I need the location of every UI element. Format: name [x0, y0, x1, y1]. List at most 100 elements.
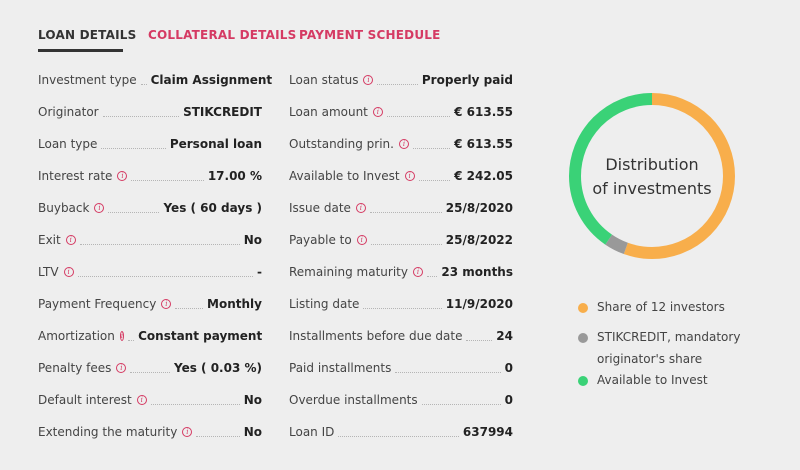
info-icon[interactable]: i	[65, 235, 76, 245]
detail-value: No	[243, 233, 262, 247]
legend-label-line2: originator's share	[597, 352, 703, 366]
info-icon[interactable]: i	[136, 395, 147, 405]
detail-value: 637994	[462, 425, 513, 439]
detail-value: 11/9/2020	[445, 297, 513, 311]
detail-label: Loan ID	[289, 425, 335, 439]
detail-value: 25/8/2020	[445, 201, 513, 215]
distribution-title: Distribution of investments	[566, 153, 738, 201]
detail-label: Originator	[38, 105, 99, 119]
info-icon[interactable]: i	[63, 267, 74, 277]
detail-row-amortization: Amortization i Constant payment	[38, 320, 262, 352]
detail-row-buyback: Buyback i Yes ( 60 days )	[38, 192, 262, 224]
detail-label: Paid installments	[289, 361, 392, 375]
dotted-leader	[128, 339, 135, 341]
info-icon[interactable]: i	[356, 235, 367, 245]
detail-value: Yes ( 0.03 %)	[173, 361, 262, 375]
dotted-leader	[150, 403, 240, 405]
detail-row-outstanding-prin: Outstanding prin. i € 613.55	[289, 128, 513, 160]
detail-label: Overdue installments	[289, 393, 418, 407]
detail-value: STIKCREDIT	[183, 105, 262, 119]
detail-value: Constant payment	[138, 329, 263, 343]
dotted-leader	[412, 147, 451, 149]
detail-label: Exit	[38, 233, 61, 247]
info-icon[interactable]: i	[161, 299, 172, 309]
distribution-donut-chart	[569, 93, 735, 259]
detail-row-payment-frequency: Payment Frequency i Monthly	[38, 288, 262, 320]
info-icon[interactable]: i	[363, 75, 374, 85]
info-icon[interactable]: i	[116, 363, 127, 373]
detail-row-overdue-installments: Overdue installments 0	[289, 384, 513, 416]
dotted-leader	[175, 307, 204, 309]
info-icon[interactable]: i	[117, 171, 128, 181]
dotted-leader	[131, 179, 204, 181]
tab-loan-details[interactable]: LOAN DETAILS	[38, 28, 137, 42]
info-icon[interactable]: i	[398, 139, 409, 149]
dotted-leader	[466, 339, 493, 341]
detail-value: Personal loan	[169, 137, 262, 151]
detail-label: Listing date	[289, 297, 360, 311]
distribution-title-line2: of investments	[592, 179, 712, 198]
legend-label: Available to Invest	[597, 373, 708, 387]
detail-row-default-interest: Default interest i No	[38, 384, 262, 416]
detail-row-listing-date: Listing date 11/9/2020	[289, 288, 513, 320]
detail-label: Investment type	[38, 73, 137, 87]
legend-label: Share of 12 investors	[597, 300, 725, 314]
dotted-leader	[377, 83, 418, 85]
detail-value: € 242.05	[454, 169, 513, 183]
detail-row-loan-id: Loan ID 637994	[289, 416, 513, 448]
dotted-leader	[421, 403, 501, 405]
detail-value: No	[243, 393, 262, 407]
detail-row-originator: Originator STIKCREDIT	[38, 96, 262, 128]
detail-label: Penalty fees	[38, 361, 112, 375]
dotted-leader	[79, 243, 240, 245]
info-icon[interactable]: i	[412, 267, 423, 277]
detail-value: 17.00 %	[207, 169, 262, 183]
detail-label: Payable to	[289, 233, 352, 247]
loan-details-right-column: Loan status i Properly paid Loan amount i € 6…	[289, 64, 513, 448]
info-icon[interactable]: i	[372, 107, 383, 117]
detail-row-interest-rate: Interest rate i 17.00 %	[38, 160, 262, 192]
detail-value: Properly paid	[421, 73, 513, 87]
dotted-leader	[140, 83, 147, 85]
dotted-leader	[363, 307, 442, 309]
detail-row-payable-to: Payable to i 25/8/2022	[289, 224, 513, 256]
detail-row-loan-amount: Loan amount i € 613.55	[289, 96, 513, 128]
info-icon[interactable]: i	[182, 427, 193, 437]
detail-row-investment-type: Investment type Claim Assignment	[38, 64, 272, 96]
legend-color-dot	[578, 333, 588, 343]
detail-label: Default interest	[38, 393, 132, 407]
info-icon[interactable]: i	[119, 331, 125, 341]
detail-label: Buyback	[38, 201, 90, 215]
dotted-leader	[102, 115, 180, 117]
detail-value: Claim Assignment	[150, 73, 273, 87]
detail-label: Outstanding prin.	[289, 137, 394, 151]
detail-value: 24	[496, 329, 513, 343]
dotted-leader	[338, 435, 459, 437]
detail-value: Monthly	[207, 297, 262, 311]
donut-segment-available-to-invest	[569, 93, 735, 259]
detail-row-issue-date: Issue date i 25/8/2020	[289, 192, 513, 224]
detail-label: Payment Frequency	[38, 297, 157, 311]
detail-value: Yes ( 60 days )	[163, 201, 262, 215]
detail-label: Extending the maturity	[38, 425, 178, 439]
detail-value: 23 months	[441, 265, 513, 279]
info-icon[interactable]: i	[355, 203, 366, 213]
info-icon[interactable]: i	[94, 203, 105, 213]
detail-label: Loan status	[289, 73, 359, 87]
dotted-leader	[101, 147, 166, 149]
legend-color-dot	[578, 303, 588, 313]
legend-color-dot	[578, 376, 588, 386]
dotted-leader	[386, 115, 451, 117]
tab-payment-schedule[interactable]: PAYMENT SCHEDULE	[299, 28, 441, 42]
detail-label: LTV	[38, 265, 59, 279]
detail-label: Amortization	[38, 329, 115, 343]
detail-label: Installments before due date	[289, 329, 463, 343]
dotted-leader	[418, 179, 451, 181]
detail-row-ltv: LTV i -	[38, 256, 262, 288]
dotted-leader	[370, 243, 442, 245]
tab-collateral-details[interactable]: COLLATERAL DETAILS	[148, 28, 297, 42]
detail-value: € 613.55	[454, 137, 513, 151]
info-icon[interactable]: i	[404, 171, 415, 181]
dotted-leader	[130, 371, 170, 373]
detail-label: Available to Invest	[289, 169, 400, 183]
